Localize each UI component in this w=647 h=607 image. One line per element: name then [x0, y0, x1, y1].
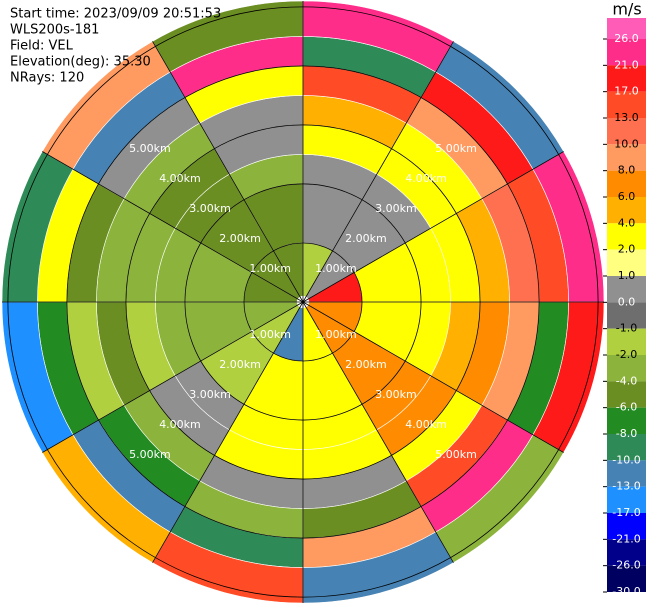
colorbar-segment	[607, 65, 646, 92]
range-label: 1.00km	[315, 328, 357, 341]
colorbar-segment	[607, 170, 646, 197]
colorbar-label: -2.0	[616, 348, 637, 361]
range-label: 5.00km	[435, 448, 477, 461]
spoke	[42, 151, 304, 303]
spoke	[302, 41, 454, 303]
colorbar-title: m/s	[612, 0, 641, 19]
spoke	[42, 301, 304, 453]
spoke	[152, 301, 304, 563]
colorbar-segment	[607, 197, 646, 224]
range-label: 5.00km	[435, 142, 477, 155]
colorbar-segment	[607, 539, 646, 566]
range-label: 4.00km	[405, 172, 447, 185]
range-label: 4.00km	[159, 172, 201, 185]
range-ring	[7, 6, 599, 598]
range-label: 3.00km	[375, 388, 417, 401]
range-label: 1.00km	[249, 262, 291, 275]
colorbar-label: 6.0	[618, 190, 636, 203]
range-label: 3.00km	[189, 202, 231, 215]
range-ring	[184, 183, 422, 421]
colorbar-label: 8.0	[618, 164, 636, 177]
range-label: 2.00km	[219, 358, 261, 371]
info-line: Elevation(deg): 35.30	[10, 55, 151, 70]
info-line: NRays: 120	[10, 71, 84, 86]
colorbar-segment	[607, 381, 646, 408]
range-ring	[243, 242, 363, 362]
range-label: 3.00km	[189, 388, 231, 401]
colorbar-segment	[607, 302, 646, 329]
colorbar-label: -4.0	[616, 374, 637, 387]
range-ring	[66, 65, 540, 539]
colorbar-segment	[607, 407, 646, 434]
colorbar-label: -1.0	[616, 322, 637, 335]
colorbar-segment	[607, 486, 646, 513]
range-label: 2.00km	[219, 232, 261, 245]
colorbar-label: 1.0	[618, 269, 636, 282]
colorbar-segment	[607, 513, 646, 540]
colorbar-segment	[607, 276, 646, 303]
range-label: 2.00km	[345, 232, 387, 245]
range-label: 4.00km	[159, 418, 201, 431]
colorbar-label: 4.0	[618, 216, 636, 229]
colorbar-label: 0.0	[618, 295, 636, 308]
info-line: Field: VEL	[10, 39, 74, 54]
colorbar-label: 2.0	[618, 243, 636, 256]
colorbar-label: -8.0	[616, 427, 637, 440]
colorbar-label: 21.0	[614, 58, 639, 71]
spoke	[302, 301, 454, 563]
colorbar-label: 17.0	[614, 85, 639, 98]
range-label: 1.00km	[315, 262, 357, 275]
colorbar-segment	[607, 355, 646, 382]
range-label: 2.00km	[345, 358, 387, 371]
range-label: 3.00km	[375, 202, 417, 215]
colorbar-label: 26.0	[614, 32, 639, 45]
spoke	[302, 301, 564, 453]
colorbar-label: -21.0	[612, 532, 640, 545]
range-label: 5.00km	[129, 142, 171, 155]
colorbar-label: 10.0	[614, 137, 639, 150]
colorbar-segment	[607, 118, 646, 145]
colorbar-label: -13.0	[612, 480, 640, 493]
colorbar-segment	[607, 144, 646, 171]
info-line: Start time: 2023/09/09 20:51:53	[10, 7, 221, 22]
colorbar-label: -6.0	[616, 401, 637, 414]
colorbar-segment	[607, 565, 646, 592]
range-ring	[125, 124, 481, 480]
colorbar-label: -30.0	[612, 585, 640, 598]
range-label: 4.00km	[405, 418, 447, 431]
colorbar-label: -10.0	[612, 453, 640, 466]
colorbar-segment	[607, 223, 646, 250]
info-line: WLS200s-181	[10, 23, 99, 38]
spoke	[152, 41, 304, 303]
colorbar-segment	[607, 39, 646, 66]
colorbar-label: 13.0	[614, 111, 639, 124]
range-label: 1.00km	[249, 328, 291, 341]
colorbar-label: -17.0	[612, 506, 640, 519]
colorbar-segment	[607, 460, 646, 487]
colorbar-segment	[607, 18, 646, 39]
colorbar-segment	[607, 91, 646, 118]
colorbar-label: -26.0	[612, 559, 640, 572]
spoke	[302, 151, 564, 303]
colorbar-segment	[607, 434, 646, 461]
colorbar-segment	[607, 328, 646, 355]
colorbar-segment	[607, 249, 646, 276]
range-label: 5.00km	[129, 448, 171, 461]
